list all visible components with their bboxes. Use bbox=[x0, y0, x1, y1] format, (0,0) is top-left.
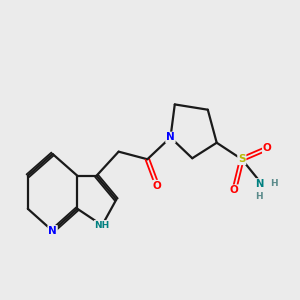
Text: NH: NH bbox=[94, 221, 110, 230]
Text: H: H bbox=[255, 192, 263, 201]
Text: N: N bbox=[166, 133, 175, 142]
Text: O: O bbox=[263, 143, 272, 153]
Text: S: S bbox=[238, 154, 246, 164]
Text: N: N bbox=[48, 226, 57, 236]
Text: N: N bbox=[255, 179, 263, 189]
Text: O: O bbox=[230, 185, 239, 195]
Text: O: O bbox=[153, 181, 162, 191]
Text: H: H bbox=[270, 179, 278, 188]
